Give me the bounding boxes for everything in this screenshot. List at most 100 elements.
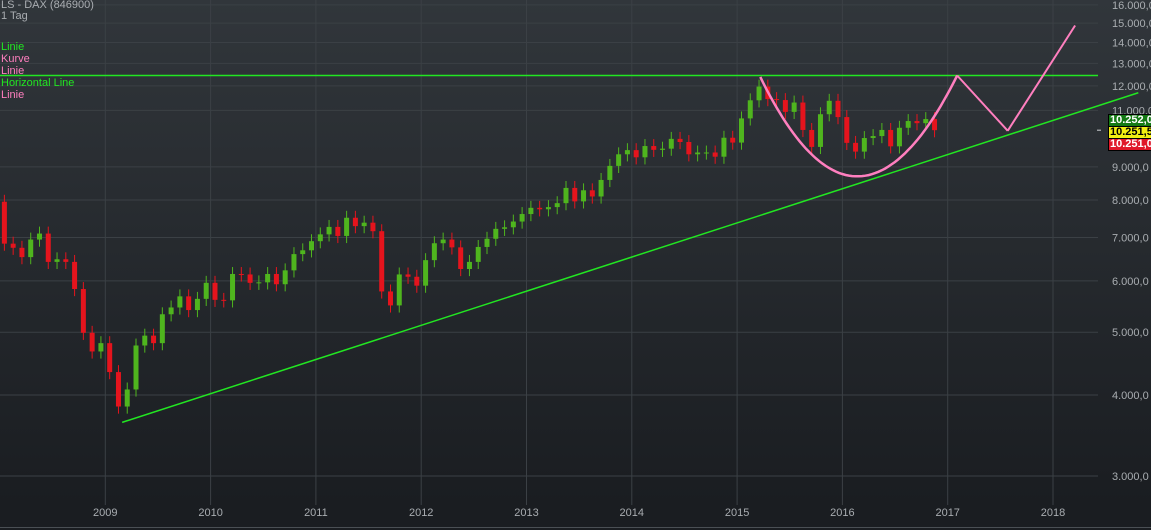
candle <box>151 328 157 351</box>
candle <box>475 240 481 270</box>
candle-body <box>475 246 481 262</box>
y-tick-label: 16.000,0 <box>1112 0 1151 12</box>
candle-body <box>668 138 674 149</box>
candle <box>28 232 34 265</box>
candle-body <box>686 141 692 155</box>
y-tick-label: 9.000,0 <box>1112 162 1149 174</box>
legend-item-trend-line[interactable]: Linie <box>1 41 25 53</box>
x-tick-label: 2010 <box>198 507 222 519</box>
candle <box>782 93 788 120</box>
candle-body <box>712 152 718 157</box>
candle-body <box>923 119 929 124</box>
candle-body <box>1 201 7 244</box>
candle <box>317 227 323 249</box>
candle-body <box>537 207 543 210</box>
candle <box>203 275 209 306</box>
curve <box>759 74 959 178</box>
candle <box>756 79 762 108</box>
candle <box>247 267 253 290</box>
candle-body <box>870 136 876 139</box>
candle-body <box>572 187 578 202</box>
candle <box>300 243 306 262</box>
candle-body <box>449 239 455 248</box>
legend-item-curve[interactable]: Kurve <box>1 53 30 65</box>
candle-body <box>747 100 753 119</box>
candle-body <box>10 243 16 248</box>
y-tick-label: 14.000,0 <box>1112 37 1151 49</box>
candle <box>537 200 543 217</box>
candle-body <box>826 100 832 115</box>
candle-body <box>844 117 850 143</box>
candle <box>256 275 262 290</box>
candle-body <box>809 129 815 147</box>
candle <box>36 226 42 247</box>
candle-body <box>774 99 780 101</box>
candle <box>326 219 332 242</box>
candle <box>835 93 841 125</box>
candle-body <box>186 296 192 311</box>
candle-body <box>896 127 902 147</box>
candle <box>282 263 288 292</box>
candle-body <box>651 146 657 150</box>
candle <box>528 200 534 222</box>
candle <box>791 95 797 120</box>
candle-body <box>45 233 51 262</box>
candle <box>115 365 121 414</box>
x-tick-label: 2017 <box>935 507 959 519</box>
candle <box>660 141 666 157</box>
candle-body <box>300 250 306 255</box>
candle <box>396 267 402 313</box>
y-tick-label: 7.000,0 <box>1112 233 1149 245</box>
candle-body <box>800 102 806 130</box>
legend-item-line-down[interactable]: Linie <box>1 65 25 77</box>
line-down <box>956 74 1009 132</box>
candle <box>54 252 60 270</box>
candle-body <box>212 282 218 300</box>
candle-body <box>519 214 525 222</box>
candle-body <box>624 150 630 155</box>
candle <box>352 210 358 234</box>
candle <box>431 236 437 268</box>
candle-body <box>273 273 279 285</box>
candle-body <box>203 282 209 299</box>
candle-body <box>730 137 736 143</box>
candle <box>458 240 464 277</box>
candle-body <box>581 190 587 202</box>
candle-body <box>98 343 104 352</box>
legend-item-line-up[interactable]: Linie <box>1 89 25 101</box>
candle-body <box>484 238 490 247</box>
candle-body <box>352 217 358 227</box>
candle <box>563 180 569 211</box>
candle <box>853 135 859 159</box>
candle <box>1 194 7 251</box>
y-tick-label: 15.000,0 <box>1112 18 1151 30</box>
candle-body <box>326 226 332 235</box>
candle <box>554 196 560 215</box>
y-tick-label: 6.000,0 <box>1112 276 1149 288</box>
candle-body <box>853 142 859 152</box>
candle <box>124 382 130 414</box>
x-tick-label: 2018 <box>1041 507 1065 519</box>
candle <box>642 139 648 165</box>
candle-body <box>387 291 393 306</box>
legend-item-horizontal-line[interactable]: Horizontal Line <box>1 77 75 89</box>
chart-title: LS - DAX (846900) <box>1 0 94 11</box>
candle <box>309 234 315 258</box>
candle <box>730 130 736 150</box>
candle-body <box>247 274 253 283</box>
candle-body <box>888 129 894 147</box>
candle-body <box>756 86 762 101</box>
candle <box>98 336 104 359</box>
candle-body <box>554 203 560 208</box>
x-tick-label: 2015 <box>725 507 749 519</box>
candle <box>888 123 894 154</box>
y-tick-label: 12.000,0 <box>1112 81 1151 93</box>
candle <box>668 131 674 156</box>
candle <box>423 253 429 293</box>
candle <box>581 183 587 209</box>
candle <box>914 114 920 131</box>
candle-body <box>660 148 666 150</box>
candle <box>712 145 718 164</box>
